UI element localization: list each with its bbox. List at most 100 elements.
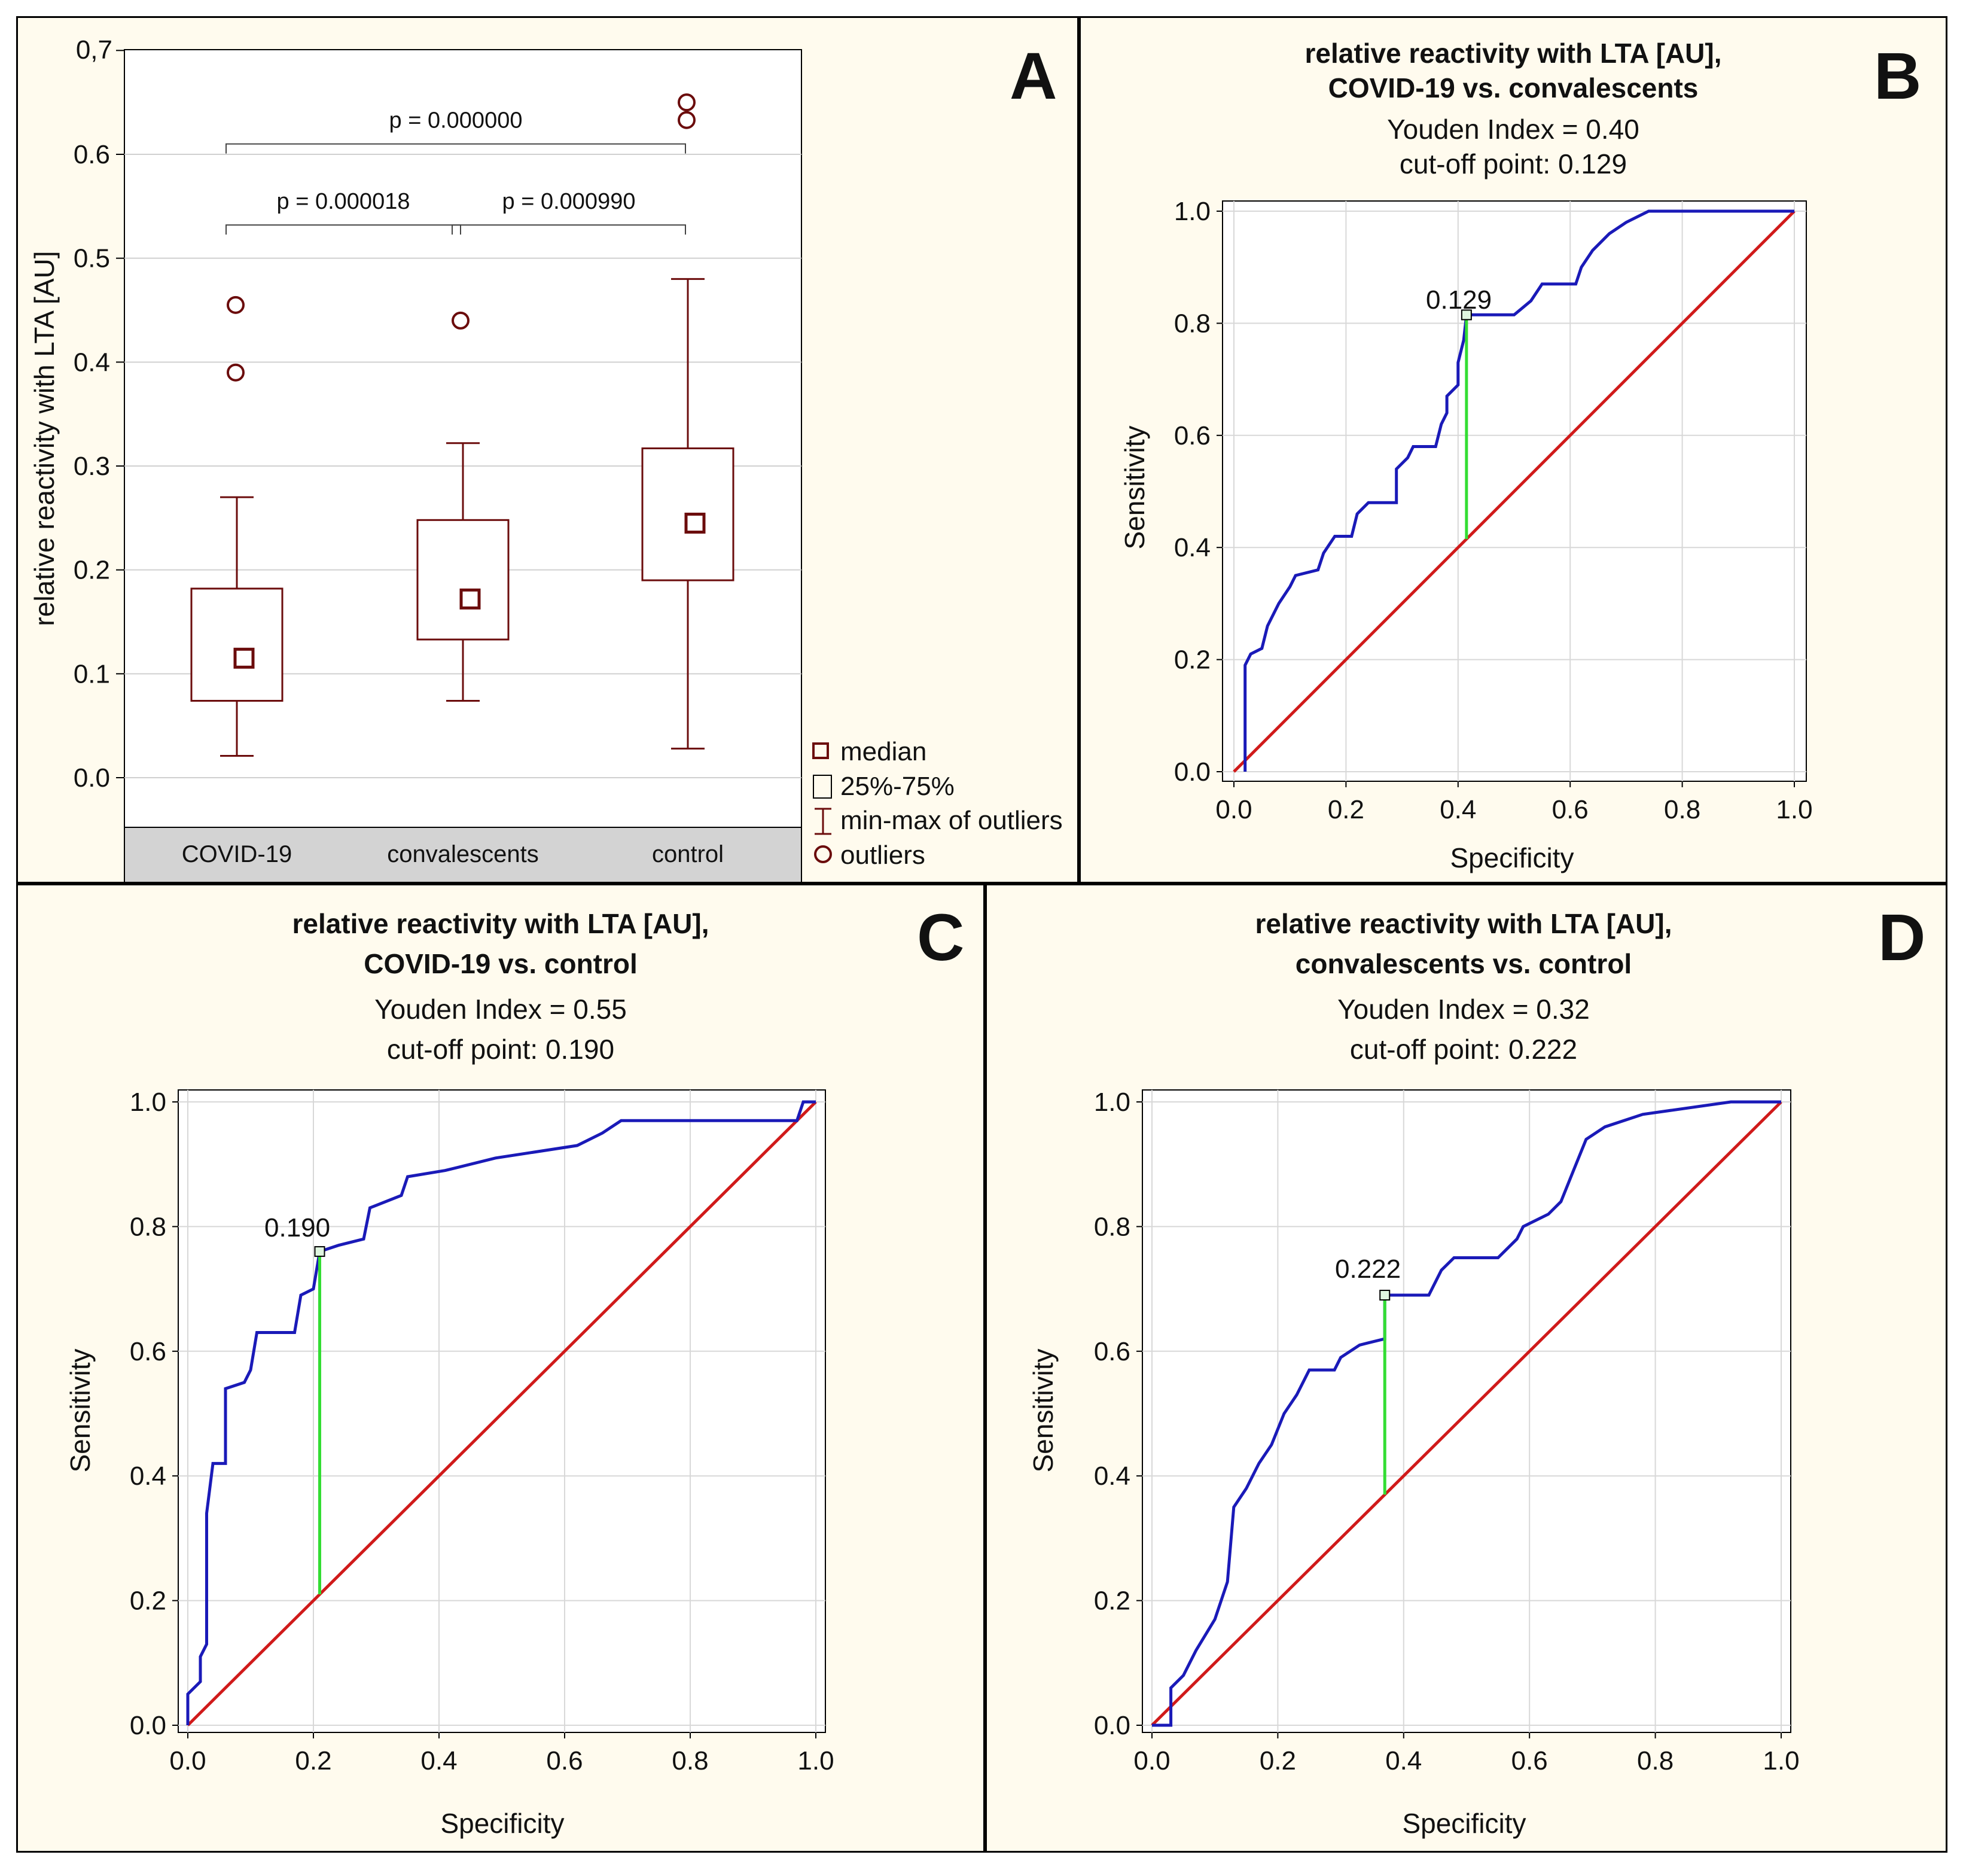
roc-cut-point-marker [1379, 1290, 1391, 1301]
roc-xtick-label: 0.4 [420, 1746, 457, 1776]
roc-ytick-label: 0.6 [1174, 421, 1211, 450]
roc-xtick-label: 0.2 [1260, 1746, 1296, 1776]
roc-curve [1243, 209, 1794, 772]
d-title-line1: relative reactivity with LTA [AU], [1255, 908, 1672, 939]
a-y-axis-label: relative reactivity with LTA [AU] [29, 251, 60, 626]
a-plot-area [124, 49, 802, 828]
roc-ytick-label: 0.0 [1174, 757, 1211, 787]
roc-ytick-label: 0.4 [1174, 533, 1211, 562]
a-box-median [233, 647, 255, 669]
c-x-axis-label: Specificity [440, 1808, 564, 1839]
panel-letter-c: C [917, 901, 964, 974]
roc-ytick-label: 1.0 [1174, 197, 1211, 226]
a-category-bar [124, 827, 802, 883]
a-comparison-bracket [225, 224, 461, 235]
roc-xtick-label: 0.0 [169, 1746, 206, 1776]
a-legend: median 25%-75% min-max of outliers outli… [812, 737, 1063, 870]
roc-xtick-label: 0.8 [672, 1746, 708, 1776]
roc-xtick-label: 0.4 [1440, 795, 1476, 824]
legend-median-label: median [840, 737, 926, 766]
roc-ytick-label: 0.8 [1174, 309, 1211, 338]
a-category-label: control [652, 841, 724, 867]
legend-outlier-label: outliers [840, 840, 925, 870]
roc-xtick-label: 0.6 [546, 1746, 583, 1776]
b-title-line2: COVID-19 vs. convalescents [1328, 72, 1699, 103]
legend-whisker-icon [815, 808, 831, 835]
roc-curve [186, 1100, 816, 1725]
legend-whisker-label: min-max of outliers [840, 806, 1063, 835]
c-youden-index: Youden Index = 0.55 [374, 994, 627, 1025]
roc-ytick-label: 1.0 [1094, 1088, 1130, 1117]
panel-letter-a: A [1010, 39, 1057, 113]
a-ytick-label: 0.3 [74, 452, 110, 481]
roc-xtick-label: 0.2 [295, 1746, 331, 1776]
legend-median-icon [812, 742, 829, 759]
a-comparison-bracket [452, 224, 686, 235]
roc-ytick-label: 1.0 [130, 1088, 166, 1117]
a-ytick-label: 0.5 [74, 244, 110, 273]
a-category-labels: COVID-19 convalescents control [182, 841, 724, 867]
roc-ytick-label: 0.6 [1094, 1337, 1130, 1366]
d-cut-label: 0.222 [1335, 1254, 1401, 1284]
b-roc-chart: 0.00.0 0.2 0.2 0.4 0.4 0.6 0.6 0.8 0.8 1.0 1.0 [1174, 197, 1813, 824]
d-x-axis-label: Specificity [1402, 1808, 1526, 1839]
panel-letter-b: B [1874, 39, 1921, 113]
roc-ytick-label: 0.8 [130, 1212, 166, 1241]
b-title-line1: relative reactivity with LTA [AU], [1305, 38, 1722, 69]
a-comparison-pvalue: p = 0.000990 [502, 189, 636, 214]
a-ytick-label: 0.4 [74, 348, 110, 377]
roc-xtick-label: 1.0 [1776, 795, 1812, 824]
a-outlier [227, 363, 245, 382]
d-roc-chart: 0.00.0 0.2 0.2 0.4 0.4 0.6 0.6 0.8 0.8 1.0 1.0 [1094, 1088, 1800, 1776]
roc-xtick-label: 0.2 [1328, 795, 1364, 824]
c-cut-label: 0.190 [264, 1213, 330, 1242]
d-cutoff-point: cut-off point: 0.222 [1350, 1034, 1577, 1065]
roc-xtick-label: 0.4 [1385, 1746, 1422, 1776]
roc-cut-point-marker [1461, 309, 1472, 321]
a-boxes [190, 93, 734, 757]
roc-xtick-label: 1.0 [797, 1746, 834, 1776]
roc-ytick-label: 0.4 [130, 1461, 166, 1491]
roc-plot-area [178, 1089, 826, 1733]
a-box-median [684, 513, 706, 534]
a-comparison-bracket [225, 143, 686, 154]
panel-a-chart: 0.0 0.1 0.2 0.3 0.4 0.5 0.6 0,7 relative react… [29, 35, 1063, 883]
roc-ytick-label: 0.0 [1094, 1711, 1130, 1740]
roc-plot-area [1142, 1089, 1791, 1733]
c-title-line2: COVID-19 vs. control [364, 948, 638, 979]
roc-diagonal [1151, 1101, 1782, 1726]
b-cutoff-point: cut-off point: 0.129 [1400, 148, 1627, 179]
roc-ytick-label: 0.2 [130, 1586, 166, 1616]
roc-ytick-label: 0.2 [1174, 645, 1211, 675]
panel-b-chart: relative reactivity with LTA [AU], COVID… [1119, 38, 1921, 873]
roc-diagonal [1233, 210, 1796, 773]
b-cut-label: 0.129 [1426, 285, 1492, 315]
d-y-axis-label: Sensitivity [1028, 1348, 1059, 1472]
d-youden-index: Youden Index = 0.32 [1337, 994, 1590, 1025]
roc-xtick-label: 0.8 [1664, 795, 1700, 824]
panel-letter-d: D [1878, 901, 1925, 974]
a-box-median [459, 588, 481, 610]
roc-xtick-label: 0.6 [1511, 1746, 1548, 1776]
roc-xtick-label: 0.6 [1552, 795, 1589, 824]
a-outlier [452, 311, 470, 330]
panel-c-chart: relative reactivity with LTA [AU], COVID… [65, 901, 964, 1839]
b-youden-index: Youden Index = 0.40 [1387, 114, 1639, 145]
a-outlier [678, 93, 696, 112]
roc-ytick-label: 0.6 [130, 1337, 166, 1366]
roc-ytick-label: 0.0 [130, 1711, 166, 1740]
a-comparison-pvalue: p = 0.000000 [389, 108, 523, 133]
d-title-line2: convalescents vs. control [1296, 948, 1632, 979]
a-category-label: COVID-19 [182, 841, 292, 867]
roc-ytick-label: 0.8 [1094, 1212, 1130, 1241]
c-y-axis-label: Sensitivity [65, 1348, 96, 1472]
roc-cut-point-marker [314, 1246, 325, 1257]
roc-xtick-label: 0.0 [1133, 1746, 1170, 1776]
a-comparison-pvalue: p = 0.000018 [277, 189, 410, 214]
a-ytop-label: 0,7 [76, 35, 112, 65]
a-outlier [678, 111, 696, 129]
c-roc-chart: 0.00.0 0.2 0.2 0.4 0.4 0.6 0.6 0.8 0.8 1.0 1.0 [130, 1088, 834, 1776]
roc-ytick-label: 0.4 [1094, 1461, 1130, 1491]
roc-xtick-label: 1.0 [1763, 1746, 1799, 1776]
